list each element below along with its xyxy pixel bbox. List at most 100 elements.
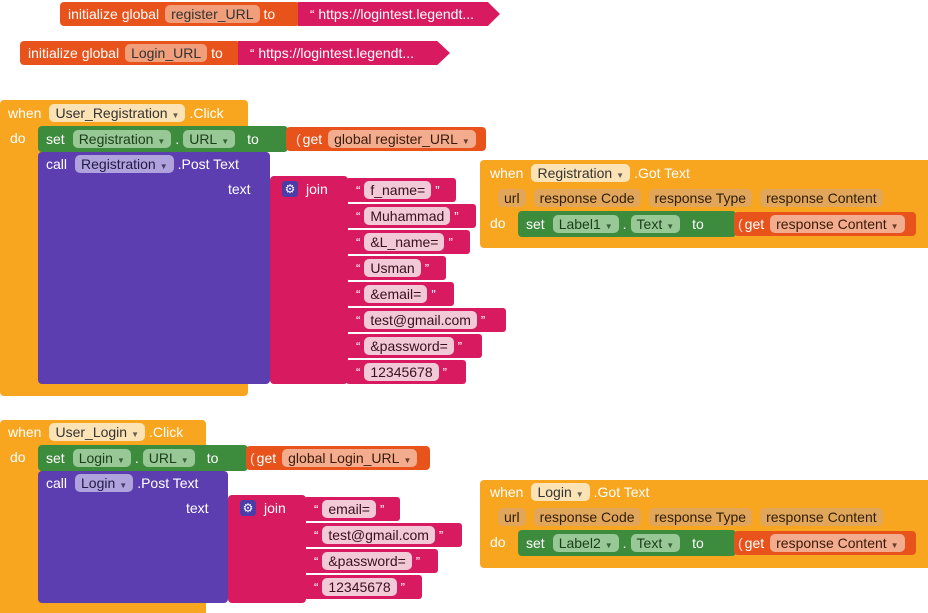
response-content-field[interactable]: response Content ▼ bbox=[770, 534, 905, 552]
dropdown-arrow-icon[interactable]: ▼ bbox=[666, 222, 675, 231]
dropdown-arrow-icon[interactable]: ▼ bbox=[604, 541, 613, 550]
login-url-var-field[interactable]: Login_URL bbox=[125, 44, 208, 62]
param-response-code[interactable]: response Code bbox=[533, 508, 641, 526]
set-label2-text-block[interactable]: set Label2 ▼ . Text ▼ to bbox=[518, 530, 736, 556]
join-item-value[interactable]: &password= bbox=[322, 552, 412, 570]
login-url-text-block[interactable]: “ https://logintest.legendt... bbox=[238, 41, 450, 65]
registration-join-block[interactable]: ⚙ join bbox=[270, 176, 348, 384]
get-global-login-url-block[interactable]: ( get global Login_URL ▼ bbox=[246, 446, 430, 470]
join-item-text[interactable]: “12345678” bbox=[304, 575, 422, 599]
join-item-text[interactable]: “12345678” bbox=[346, 360, 466, 384]
get-response-content-block[interactable]: ( get response Content ▼ bbox=[734, 531, 916, 555]
join-item-text[interactable]: “Usman” bbox=[346, 256, 446, 280]
dropdown-arrow-icon[interactable]: ▼ bbox=[890, 222, 899, 231]
user-login-component-field[interactable]: User_Login ▼ bbox=[49, 423, 145, 441]
dropdown-arrow-icon[interactable]: ▼ bbox=[171, 111, 180, 120]
label2-component-field[interactable]: Label2 ▼ bbox=[552, 534, 619, 552]
dropdown-arrow-icon[interactable]: ▼ bbox=[131, 430, 139, 439]
response-content-field[interactable]: response Content ▼ bbox=[770, 215, 905, 233]
join-item-text[interactable]: “email=” bbox=[304, 497, 400, 521]
global-login-url-block[interactable]: initialize global Login_URL to bbox=[20, 41, 240, 65]
dropdown-arrow-icon[interactable]: ▼ bbox=[116, 456, 125, 465]
join-item-text[interactable]: “&email=” bbox=[346, 282, 454, 306]
login-join-block[interactable]: ⚙ join bbox=[228, 495, 306, 603]
login-component-field[interactable]: Login ▼ bbox=[72, 449, 131, 467]
join-item-text[interactable]: “test@gmail.com” bbox=[346, 308, 506, 332]
param-response-content[interactable]: response Content bbox=[760, 508, 883, 526]
join-item-value[interactable]: &password= bbox=[364, 337, 454, 355]
join-item-text[interactable]: “&L_name=” bbox=[346, 230, 470, 254]
var-name: response Content bbox=[776, 535, 887, 551]
gear-icon[interactable]: ⚙ bbox=[282, 181, 298, 197]
set-registration-url-block[interactable]: set Registration ▼ . URL ▼ to bbox=[38, 126, 288, 152]
register-url-value[interactable]: https://logintest.legendt... bbox=[318, 6, 474, 22]
join-item-value[interactable]: Usman bbox=[364, 259, 421, 277]
label1-component-field[interactable]: Label1 ▼ bbox=[552, 215, 619, 233]
dropdown-arrow-icon[interactable]: ▼ bbox=[119, 481, 128, 490]
quote-close: ” bbox=[379, 501, 385, 517]
get-response-content-block[interactable]: ( get response Content ▼ bbox=[734, 212, 916, 236]
param-url[interactable]: url bbox=[498, 189, 526, 207]
join-item-text[interactable]: “&password=” bbox=[346, 334, 482, 358]
join-item-text[interactable]: “f_name=” bbox=[346, 178, 456, 202]
join-item-text[interactable]: “test@gmail.com” bbox=[304, 523, 462, 547]
join-item-text[interactable]: “Muhammad” bbox=[346, 204, 476, 228]
login-call-component-field[interactable]: Login ▼ bbox=[75, 474, 134, 492]
url-property-field[interactable]: URL ▼ bbox=[142, 449, 195, 467]
gear-icon[interactable]: ⚙ bbox=[240, 500, 256, 516]
quote-close: ” bbox=[431, 286, 436, 302]
text-property-field[interactable]: Text ▼ bbox=[630, 215, 681, 233]
registration-event-component-field[interactable]: Registration ▼ bbox=[531, 164, 631, 182]
join-item-value[interactable]: 12345678 bbox=[364, 363, 439, 381]
param-url[interactable]: url bbox=[498, 508, 526, 526]
dropdown-arrow-icon[interactable]: ▼ bbox=[157, 137, 166, 146]
get-global-register-url-block[interactable]: ( get global register_URL ▼ bbox=[286, 127, 486, 151]
param-response-type[interactable]: response Type bbox=[648, 189, 753, 207]
quote-open: “ bbox=[356, 182, 361, 198]
component-name: Login bbox=[81, 475, 116, 491]
set-label1-text-block[interactable]: set Label1 ▼ . Text ▼ to bbox=[518, 211, 736, 237]
dropdown-arrow-icon[interactable]: ▼ bbox=[616, 171, 625, 180]
global-var-field[interactable]: global Login_URL ▼ bbox=[282, 449, 418, 467]
join-item-value[interactable]: test@gmail.com bbox=[364, 311, 477, 329]
quote-open: “ bbox=[356, 260, 361, 276]
join-item-value[interactable]: &email= bbox=[364, 285, 428, 303]
dropdown-arrow-icon[interactable]: ▼ bbox=[461, 137, 470, 146]
join-item-value[interactable]: &L_name= bbox=[364, 233, 445, 251]
join-item-value[interactable]: 12345678 bbox=[322, 578, 397, 596]
register-url-var-field[interactable]: register_URL bbox=[165, 5, 260, 23]
param-response-content[interactable]: response Content bbox=[760, 189, 883, 207]
dropdown-arrow-icon[interactable]: ▼ bbox=[575, 490, 584, 499]
quote-close: ” bbox=[400, 579, 405, 595]
param-response-code[interactable]: response Code bbox=[533, 189, 641, 207]
join-item-value[interactable]: email= bbox=[322, 500, 376, 518]
dropdown-arrow-icon[interactable]: ▼ bbox=[159, 162, 168, 171]
quote-open: “ bbox=[250, 45, 255, 61]
dropdown-arrow-icon[interactable]: ▼ bbox=[666, 541, 675, 550]
dropdown-arrow-icon[interactable]: ▼ bbox=[180, 456, 189, 465]
register-url-text-block[interactable]: “ https://logintest.legendt... bbox=[298, 2, 500, 26]
global-var-field[interactable]: global register_URL ▼ bbox=[328, 130, 476, 148]
registration-call-component-field[interactable]: Registration ▼ bbox=[75, 155, 174, 173]
join-item-value[interactable]: f_name= bbox=[364, 181, 432, 199]
dropdown-arrow-icon[interactable]: ▼ bbox=[890, 541, 899, 550]
set-login-url-block[interactable]: set Login ▼ . URL ▼ to bbox=[38, 445, 248, 471]
join-item-value[interactable]: test@gmail.com bbox=[322, 526, 435, 544]
join-item-value[interactable]: Muhammad bbox=[364, 207, 451, 225]
registration-component-field[interactable]: Registration ▼ bbox=[72, 130, 172, 148]
join-item-text[interactable]: “&password=” bbox=[304, 549, 438, 573]
dropdown-arrow-icon[interactable]: ▼ bbox=[604, 222, 613, 231]
login-url-value[interactable]: https://logintest.legendt... bbox=[258, 45, 414, 61]
user-registration-component-field[interactable]: User_Registration ▼ bbox=[49, 104, 186, 122]
text-property-field[interactable]: Text ▼ bbox=[630, 534, 681, 552]
dropdown-arrow-icon[interactable]: ▼ bbox=[221, 137, 230, 146]
param-response-type[interactable]: response Type bbox=[648, 508, 753, 526]
login-event-component-field[interactable]: Login ▼ bbox=[531, 483, 590, 501]
global-register-url-block[interactable]: initialize global register_URL to bbox=[60, 2, 300, 26]
dropdown-arrow-icon[interactable]: ▼ bbox=[403, 456, 412, 465]
initialize-global-label: initialize global bbox=[68, 6, 160, 22]
call-registration-post-text-block[interactable]: call Registration ▼ .Post Text text bbox=[38, 152, 270, 384]
set-label: set bbox=[46, 131, 65, 147]
url-property-field[interactable]: URL ▼ bbox=[183, 130, 236, 148]
call-login-post-text-block[interactable]: call Login ▼ .Post Text text bbox=[38, 471, 228, 603]
